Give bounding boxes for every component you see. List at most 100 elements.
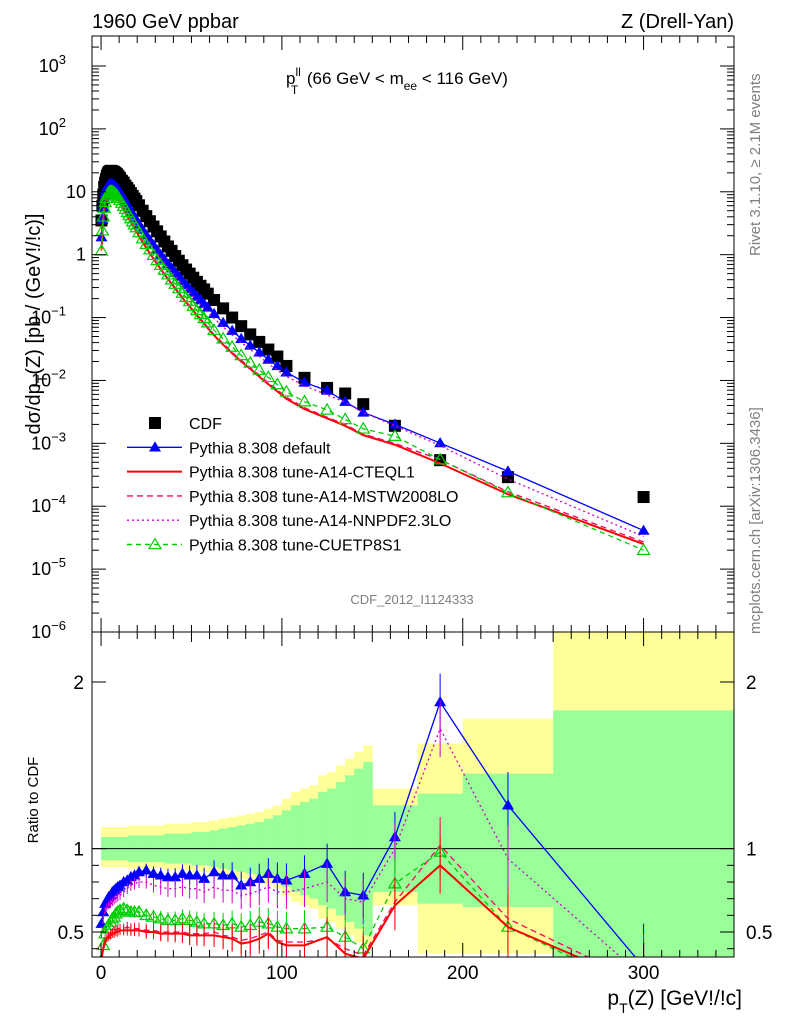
legend-entry: Pythia 8.308 tune-A14-NNPDF2.3LO [127, 513, 451, 530]
data-point [321, 384, 334, 395]
legend-label: CDF [189, 416, 222, 433]
data-point [217, 316, 230, 327]
y-tick-label: 10−2 [31, 366, 66, 390]
legend: CDF Pythia 8.308 default Pythia 8.308 tune… [127, 416, 458, 555]
legend-label: Pythia 8.308 tune-CUETP8S1 [189, 538, 402, 555]
ratio-point [110, 904, 125, 917]
main-y-label: dσ/dpT(Z) [pb / (GeV!/!c)] [23, 214, 50, 435]
data-point [387, 428, 402, 441]
ratio-point [131, 904, 147, 917]
ratio-point [153, 911, 168, 924]
data-point [271, 350, 284, 363]
ratio-point [190, 869, 203, 880]
data-point [200, 315, 215, 328]
data-point [252, 362, 267, 375]
data-point [225, 339, 240, 352]
data-point [279, 384, 294, 397]
data-point [142, 242, 157, 255]
x-tick-label: 100 [266, 963, 298, 984]
data-point [356, 421, 371, 434]
legend-marker [147, 537, 163, 550]
data-point [271, 359, 284, 371]
y-tick-label: 10−5 [31, 555, 66, 579]
legend-entry: Pythia 8.308 tune-A14-CTEQL1 [127, 465, 415, 482]
data-point [217, 302, 230, 315]
data-point [207, 322, 222, 335]
data-point [95, 223, 110, 236]
data-point [500, 485, 515, 498]
ratio-point [139, 908, 154, 921]
ratio-line [100, 844, 590, 957]
y-tick-label: 10−3 [31, 429, 66, 453]
ratio-point [217, 869, 230, 880]
data-point [96, 209, 111, 222]
data-point [262, 353, 275, 364]
rivet-label: Rivet 3.1.10, ≥ 2.1M events [747, 74, 764, 257]
y-tick-label: 103 [39, 52, 66, 76]
ratio-plot-panel: 0.5 0.5 1 1 2 2 0 100 200 300 Ratio to CDF pT(Z) … [25, 631, 772, 1016]
uncertainty-band-stat [553, 710, 734, 957]
data-point [637, 491, 650, 504]
ratio-axes: 0.5 0.5 1 1 2 2 0 100 200 300 [58, 632, 772, 984]
series-pythia-8-308-tune-cuetp8s1 [94, 184, 651, 555]
x-tick-label: 0 [96, 963, 107, 984]
data-point [139, 237, 154, 250]
y-tick-label: 10−1 [31, 304, 66, 328]
data-point [243, 355, 258, 368]
ratio-y-tick-label-right: 0.5 [746, 923, 772, 944]
data-point [320, 402, 335, 415]
data-point [253, 335, 266, 348]
y-tick-label: 102 [39, 115, 66, 139]
y-tick-label: 10−6 [31, 618, 66, 642]
y-tick-label: 10−4 [31, 492, 66, 516]
legend-label: Pythia 8.308 tune-A14-NNPDF2.3LO [189, 513, 451, 530]
ratio-y-tick-label-right: 1 [746, 840, 757, 861]
legend-entry: Pythia 8.308 default [127, 440, 331, 457]
legend-entry: CDF [149, 416, 222, 433]
ratio-y-tick-label: 2 [73, 673, 84, 694]
data-point [97, 200, 112, 213]
data-point [261, 370, 276, 383]
ratio-point [226, 869, 239, 880]
data-point [234, 348, 249, 361]
ratio-point [154, 869, 167, 880]
ratio-point [501, 799, 514, 810]
data-point [131, 225, 147, 238]
data-point [135, 231, 150, 244]
data-point [357, 406, 370, 417]
ratio-point [97, 906, 110, 917]
data-point [433, 452, 448, 465]
legend-label: Pythia 8.308 default [189, 440, 331, 457]
data-point [244, 328, 257, 341]
ratio-point [169, 871, 182, 882]
x-axis-label: pT(Z) [GeV!/!c] [607, 987, 742, 1016]
ratio-point [116, 901, 131, 914]
legend-entry: Pythia 8.308 tune-A14-MSTW2008LO [127, 489, 458, 506]
ratio-point [198, 872, 211, 883]
ratio-plot-area [92, 632, 734, 957]
legend-entry: Pythia 8.308 tune-CUETP8S1 [127, 537, 402, 555]
ratio-y-tick-label: 1 [73, 840, 84, 861]
ratio-y-label: Ratio to CDF [25, 757, 42, 844]
data-point [270, 377, 285, 390]
series-cdf [95, 164, 650, 504]
ratio-series [100, 700, 645, 957]
ratio-point [140, 864, 153, 875]
data-point [226, 311, 239, 324]
main-plot-area [94, 164, 651, 555]
ratio-y-tick-label-right: 2 [746, 673, 757, 694]
data-point [297, 394, 312, 407]
data-point [388, 418, 401, 429]
legend-swatch [149, 417, 161, 429]
header-right: Z (Drell-Yan) [621, 11, 734, 33]
y-tick-label: 1 [76, 245, 86, 265]
ratio-point [112, 903, 128, 916]
data-point [262, 343, 275, 356]
legend-label: Pythia 8.308 tune-A14-MSTW2008LO [189, 489, 458, 506]
ratio-point [208, 866, 221, 877]
x-tick-label: 200 [447, 963, 479, 984]
y-tick-label: 10 [66, 182, 86, 202]
data-point [636, 542, 651, 555]
legend-label: Pythia 8.308 tune-A14-CTEQL1 [189, 465, 415, 482]
